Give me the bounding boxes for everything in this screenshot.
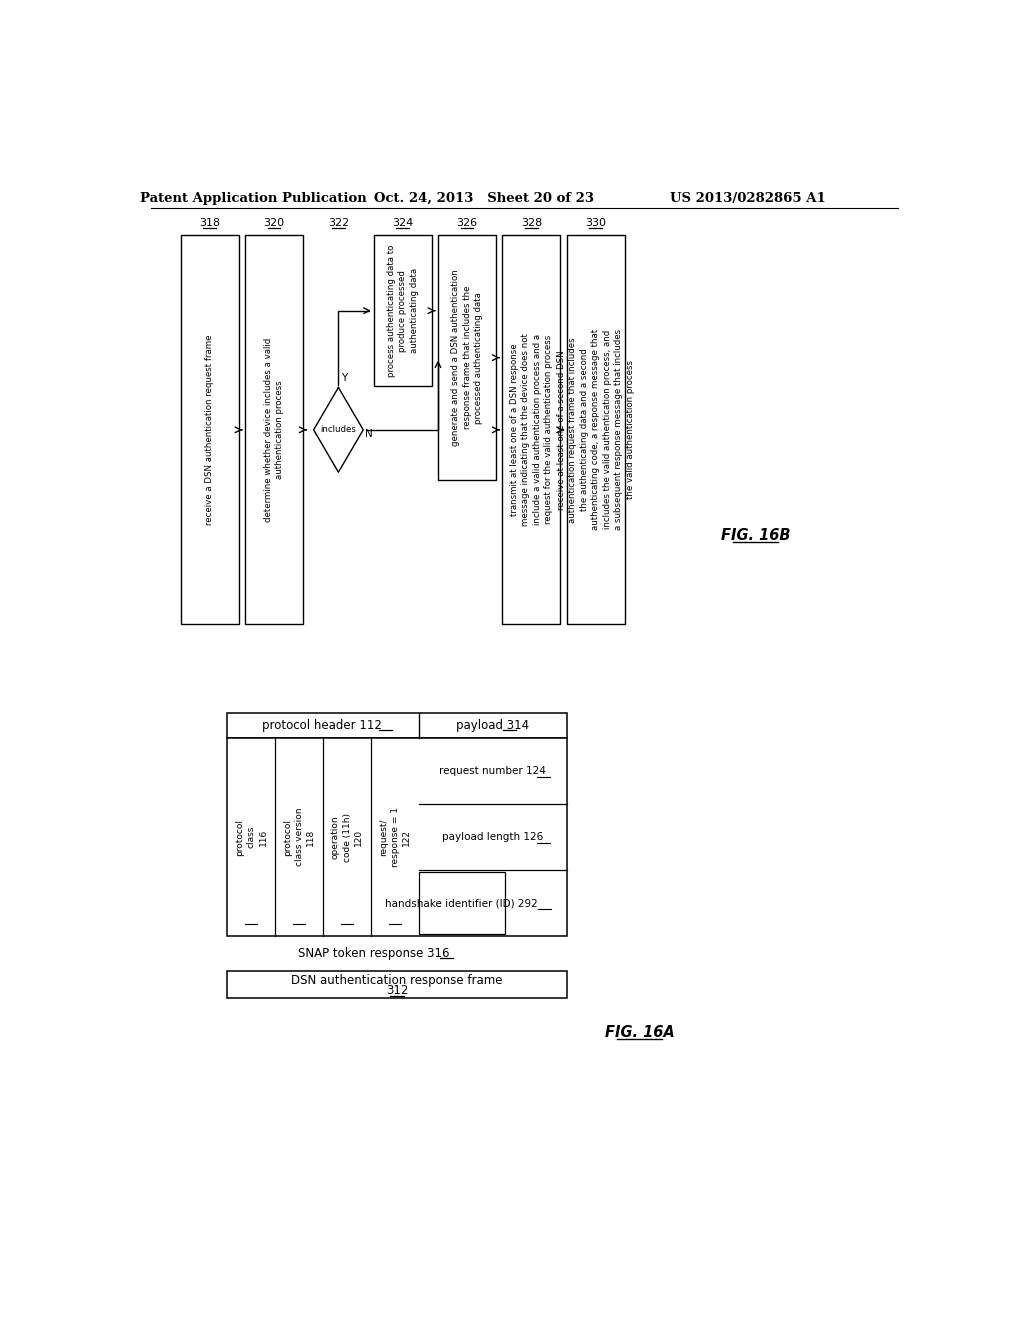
Text: 318: 318 — [200, 218, 220, 227]
Text: determine whether device includes a valid
authentication process: determine whether device includes a vali… — [264, 338, 285, 521]
Text: receive at least one of a second DSN
authentication request frame that includes
: receive at least one of a second DSN aut… — [557, 329, 635, 531]
Bar — [419, 873, 505, 933]
Text: 320: 320 — [263, 218, 285, 227]
Text: request/
response = 1
122: request/ response = 1 122 — [379, 807, 412, 867]
Text: 312: 312 — [386, 983, 409, 997]
Text: transmit at least one of a DSN response
message indicating that the device does : transmit at least one of a DSN response … — [510, 334, 553, 527]
Text: FIG. 16B: FIG. 16B — [721, 528, 791, 544]
Text: operation
code (11h)
120: operation code (11h) 120 — [331, 813, 364, 862]
Text: DSN authentication response frame: DSN authentication response frame — [291, 974, 503, 986]
Text: SNAP token response 316: SNAP token response 316 — [298, 946, 449, 960]
Text: includes: includes — [321, 425, 356, 434]
Text: receive a DSN authentication request frame: receive a DSN authentication request fra… — [205, 334, 214, 525]
Text: protocol
class
116: protocol class 116 — [234, 818, 267, 855]
Bar — [180, 235, 239, 624]
Text: 326: 326 — [457, 218, 477, 227]
Text: US 2013/0282865 A1: US 2013/0282865 A1 — [670, 191, 826, 205]
Text: 324: 324 — [392, 218, 414, 227]
Text: FIG. 16A: FIG. 16A — [604, 1024, 675, 1040]
Text: payload length 126: payload length 126 — [442, 832, 544, 842]
Text: Patent Application Publication: Patent Application Publication — [140, 191, 367, 205]
Text: N: N — [365, 429, 373, 438]
Text: handshake identifier (ID) 292: handshake identifier (ID) 292 — [385, 898, 539, 908]
Bar — [245, 235, 303, 624]
Bar — [227, 738, 566, 936]
Polygon shape — [313, 388, 364, 473]
Bar — [438, 235, 496, 480]
Bar — [374, 235, 432, 385]
Text: generate and send a DSN authentication
response frame that includes the
processe: generate and send a DSN authentication r… — [452, 269, 483, 446]
Text: payload 314: payload 314 — [457, 719, 529, 733]
Bar — [227, 713, 566, 738]
Text: request number 124: request number 124 — [439, 766, 546, 776]
Text: process authenticating data to
produce processed
authenticating data: process authenticating data to produce p… — [387, 244, 419, 376]
Text: 330: 330 — [585, 218, 606, 227]
Bar — [566, 235, 625, 624]
Text: 328: 328 — [521, 218, 542, 227]
Text: Oct. 24, 2013   Sheet 20 of 23: Oct. 24, 2013 Sheet 20 of 23 — [375, 191, 595, 205]
Bar — [503, 235, 560, 624]
Bar — [227, 970, 566, 998]
Text: protocol header 112: protocol header 112 — [261, 719, 382, 733]
Text: Y: Y — [341, 372, 347, 383]
Text: 322: 322 — [328, 218, 349, 227]
Text: protocol
class version
118: protocol class version 118 — [283, 808, 315, 866]
